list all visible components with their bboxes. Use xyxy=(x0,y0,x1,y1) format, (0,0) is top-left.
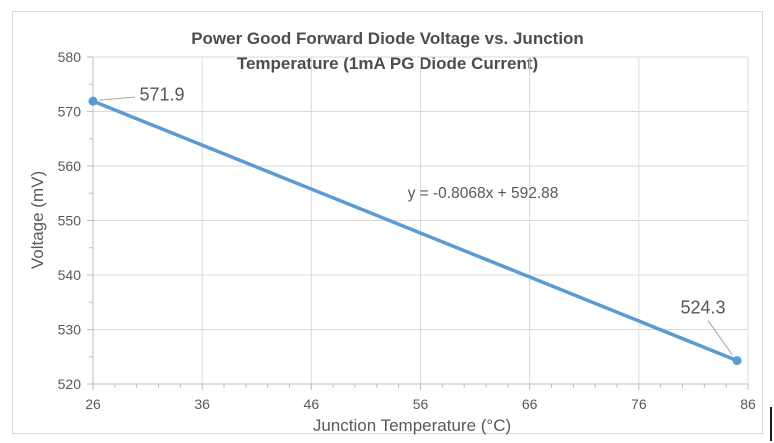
chart-title-line1: Power Good Forward Diode Voltage vs. Jun… xyxy=(191,29,584,48)
chart-title: Power Good Forward Diode Voltage vs. Jun… xyxy=(12,26,763,76)
y-tick-label: 530 xyxy=(58,322,82,338)
y-tick-label: 520 xyxy=(58,376,82,392)
chart-border xyxy=(12,11,763,434)
data-point-marker xyxy=(88,96,98,106)
x-tick-label: 36 xyxy=(194,396,210,412)
x-tick-label: 86 xyxy=(740,396,756,412)
x-tick-label: 56 xyxy=(413,396,429,412)
x-tick-label: 66 xyxy=(522,396,538,412)
y-tick-label: 560 xyxy=(58,158,82,174)
leader-line-first-point xyxy=(98,96,136,101)
trendline-equation: y = -0.8068x + 592.88 xyxy=(407,185,559,202)
y-tick-label: 580 xyxy=(58,49,82,65)
x-axis-title: Junction Temperature (°C) xyxy=(312,416,512,435)
x-tick-label: 46 xyxy=(304,396,320,412)
chart-title-line2: Temperature (1mA PG Diode Current) xyxy=(236,54,539,73)
y-tick-label: 550 xyxy=(58,213,82,229)
y-axis-title: Voltage (mV) xyxy=(28,170,47,270)
x-tick-label: 76 xyxy=(631,396,647,412)
data-label-first-point: 571.9 xyxy=(139,84,185,105)
leader-line-second-point xyxy=(707,320,733,355)
data-point-marker xyxy=(732,356,742,366)
y-tick-label: 540 xyxy=(58,267,82,283)
series-line xyxy=(91,99,739,363)
x-tick-label: 26 xyxy=(85,396,101,412)
text-cursor-artifact xyxy=(770,407,772,441)
data-label-second-point: 524.3 xyxy=(680,297,726,318)
y-tick-label: 570 xyxy=(58,104,82,120)
